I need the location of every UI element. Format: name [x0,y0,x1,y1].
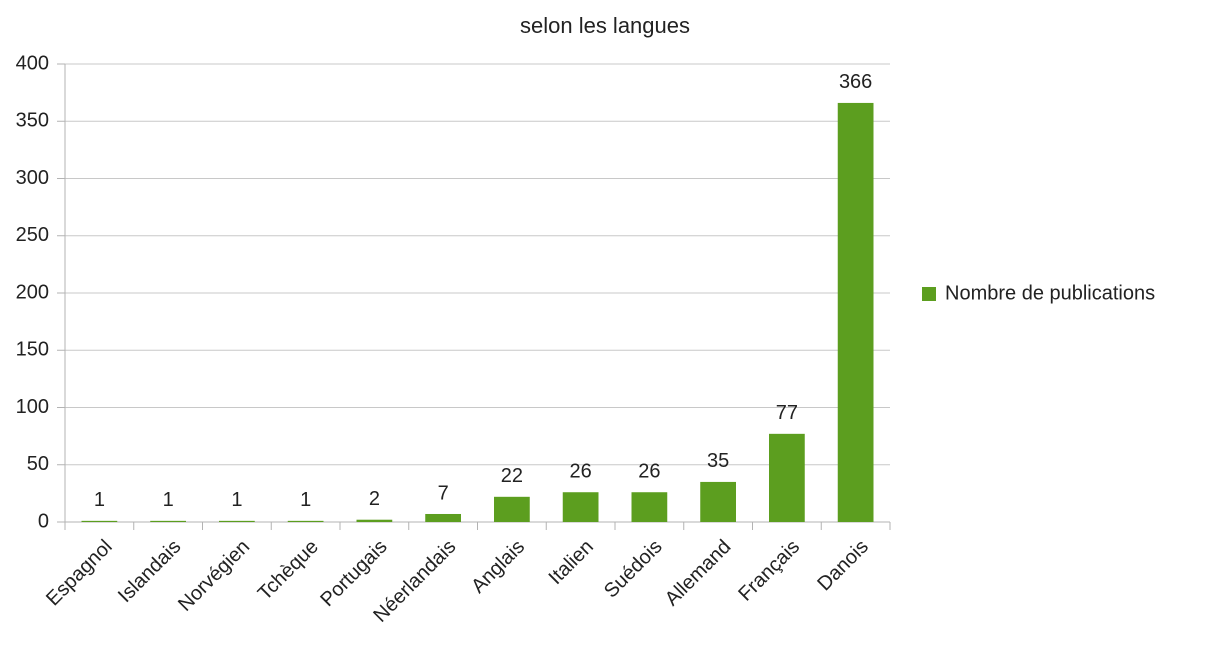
legend-label: Nombre de publications [945,282,1155,304]
bar [631,492,668,522]
bar [287,520,324,522]
bar [356,519,393,522]
bar [81,520,118,522]
bar [837,102,874,523]
bar [562,492,599,522]
x-tick-label: Suédois [600,536,667,603]
y-tick-label: 50 [27,453,49,475]
y-tick-label: 250 [16,224,49,246]
legend-swatch [922,287,936,301]
x-tick-label: Allemand [661,536,736,611]
data-label: 35 [707,450,729,472]
x-tick-label: Italien [545,536,598,589]
data-label: 366 [839,71,872,93]
x-tick-label: Espagnol [42,536,117,611]
bar [769,433,805,522]
y-tick-label: 200 [16,281,49,303]
data-label: 1 [300,489,311,511]
data-label: 77 [776,402,798,424]
y-tick-label: 150 [16,339,49,361]
data-label: 26 [638,461,660,483]
y-tick-label: 400 [16,52,49,74]
y-tick-label: 350 [16,110,49,132]
data-label: 22 [501,465,523,487]
data-label: 26 [570,461,592,483]
x-tick-label: Tchèque [254,536,323,605]
data-label: 1 [231,489,242,511]
x-tick-label: Islandais [114,536,185,607]
data-label: 7 [438,482,449,504]
data-label: 1 [163,489,174,511]
bar [425,513,461,522]
bar [219,520,255,522]
x-tick-label: Danois [813,536,873,596]
x-tick-label: Anglais [467,536,529,598]
y-tick-label: 0 [38,510,49,532]
data-label: 2 [369,488,380,510]
chart-title: selon les langues [520,13,690,38]
x-tick-label: Français [734,536,804,606]
bar [700,481,736,522]
bar [150,520,186,522]
y-tick-label: 100 [16,396,49,418]
bar [494,496,530,522]
x-tick-label: Norvégien [174,536,254,616]
data-label: 1 [94,489,105,511]
y-tick-label: 300 [16,167,49,189]
